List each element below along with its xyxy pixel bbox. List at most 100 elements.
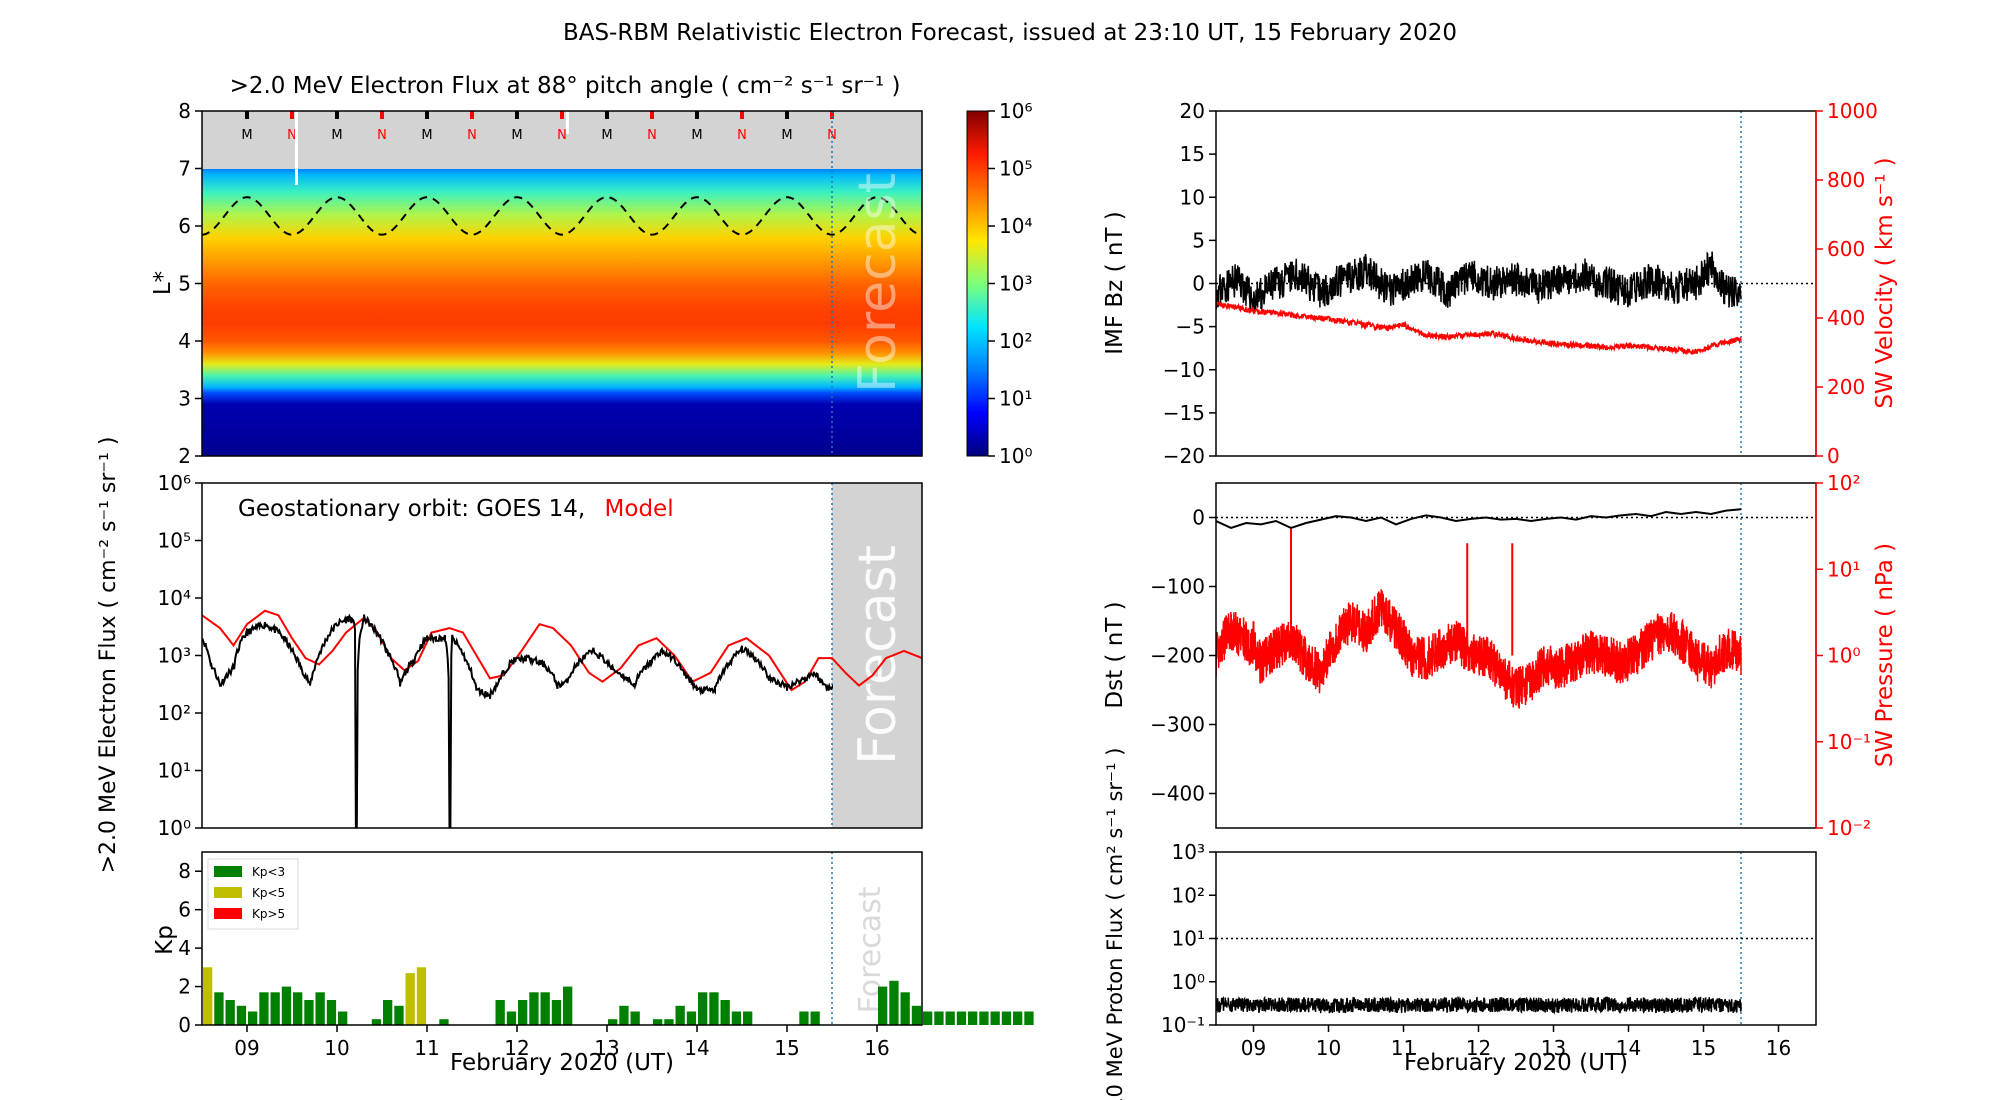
y-tick-label: 10² (1172, 883, 1205, 907)
kp-bar (1013, 1011, 1023, 1025)
kp-bar (326, 1000, 337, 1025)
colorbar (966, 110, 989, 457)
legend-swatch-kpgt5 (214, 908, 242, 919)
y-tick-label: −100 (1150, 575, 1205, 599)
right-y-tick-label: 200 (1827, 375, 1865, 399)
y-tick-label: 10³ (1172, 840, 1205, 864)
local-time-marker: N (287, 128, 297, 143)
y-tick-label: −200 (1150, 644, 1205, 668)
kp-bar (686, 1011, 697, 1025)
kp-bar (956, 1011, 967, 1025)
forecast-watermark: Forecast (848, 173, 908, 393)
local-time-marker: M (421, 128, 432, 143)
proton-panel: 10⁻¹ 10⁰ 10¹ 10² 10³ 09 10 11 12 13 14 15 16 >10 Me… (1103, 748, 1817, 1100)
kp-bar (439, 1019, 449, 1025)
forecast-shade (832, 483, 922, 828)
kp-bar (225, 1000, 235, 1025)
kp-bar (675, 1005, 685, 1025)
kp-bar (923, 1011, 933, 1025)
y-tick-label: −300 (1150, 713, 1205, 737)
x-tick-label: 15 (1691, 1036, 1716, 1060)
kp-bar (1001, 1011, 1012, 1025)
x-tick-label: 16 (1766, 1036, 1791, 1060)
kp-bar (518, 1000, 528, 1025)
kp-bar (1024, 1011, 1034, 1025)
right-y-tick-label: 10⁻¹ (1827, 730, 1871, 754)
legend-swatch-kp5 (214, 887, 242, 898)
kp-bar (911, 1005, 922, 1025)
y-tick-label: 10¹ (158, 759, 191, 783)
plot-frame (201, 851, 923, 1026)
x-tick-label: 15 (774, 1036, 799, 1060)
colorbar-tick-label: 10¹ (999, 387, 1032, 411)
flux-map-title: >2.0 MeV Electron Flux at 88° pitch angl… (230, 73, 901, 99)
legend-label-kp3: Kp<3 (252, 865, 285, 879)
left-xlabel: February 2020 (UT) (450, 1050, 674, 1076)
kp-bar (720, 1000, 730, 1025)
x-tick-label: 13 (1541, 1036, 1566, 1060)
y-tick-label: 10⁶ (158, 471, 191, 495)
flux-map-ylabel: L* (150, 271, 176, 295)
kp-bar (270, 992, 280, 1025)
colorbar-tick-label: 10⁴ (999, 214, 1032, 238)
right-y-tick-label: 800 (1827, 168, 1865, 192)
right-y-tick-label: 600 (1827, 237, 1865, 261)
colorbar-tick-label: 10² (999, 329, 1032, 353)
y-tick-label: 6 (178, 898, 191, 922)
x-tick-label: 10 (1316, 1036, 1341, 1060)
proton-flux-line (1216, 995, 1742, 1015)
right-xlabel: February 2020 (UT) (1404, 1050, 1628, 1076)
x-tick-label: 13 (594, 1036, 619, 1060)
x-tick-label: 10 (324, 1036, 349, 1060)
kp-bar (934, 1011, 944, 1025)
right-y-tick-label: 10² (1827, 471, 1860, 495)
kp-bar (619, 1005, 629, 1025)
local-time-marker: M (511, 128, 522, 143)
sw-pressure-line (1216, 589, 1742, 709)
kp-bar (236, 1005, 247, 1025)
local-time-marker: M (691, 128, 702, 143)
right-y-tick-label: 10¹ (1827, 557, 1860, 581)
no-data-region (202, 111, 922, 169)
local-time-marker: M (241, 128, 252, 143)
x-tick-label: 14 (684, 1036, 709, 1060)
plot-frame (201, 482, 923, 829)
y-tick-label: 8 (178, 99, 191, 123)
kp-bar (338, 1011, 348, 1025)
local-time-marker: N (647, 128, 657, 143)
model-label: Model (605, 496, 674, 522)
kp-legend: Kp<3 Kp<5 Kp>5 (207, 858, 299, 930)
dst-line (1216, 508, 1742, 529)
x-tick-label: 09 (1241, 1036, 1266, 1060)
x-tick-label: 11 (414, 1036, 439, 1060)
kp-bar (394, 1005, 404, 1025)
colorbar-tick-label: 10³ (999, 272, 1032, 296)
y-tick-label: 0 (1192, 272, 1205, 296)
figure-title: BAS-RBM Relativistic Electron Forecast, … (563, 20, 1457, 46)
y-tick-label: −20 (1163, 444, 1205, 468)
kp-bar (416, 967, 427, 1025)
x-tick-label: 09 (234, 1036, 259, 1060)
y-tick-label: 4 (178, 936, 191, 960)
sw-velocity-line (1216, 300, 1742, 356)
kp-bar (248, 1011, 258, 1025)
local-time-marker: N (557, 128, 567, 143)
flux-map-panel: >2.0 MeV Electron Flux at 88° pitch angl… (150, 73, 1032, 468)
kp-bar (979, 1011, 989, 1025)
kp-bar (945, 1011, 955, 1025)
kp-bar (810, 1011, 820, 1025)
flux-map-fill (202, 169, 922, 456)
x-tick-label: 11 (1391, 1036, 1416, 1060)
imf-ylabel: IMF Bz ( nT ) (1102, 211, 1128, 355)
y-tick-label: −10 (1163, 358, 1205, 382)
goes-flux-panel: Forecast Geostationary orbit: GOES 14, M… (96, 437, 923, 873)
kp-bar (551, 1000, 562, 1025)
y-tick-label: 10⁴ (158, 586, 191, 610)
y-tick-label: 10⁻¹ (1161, 1013, 1205, 1037)
y-tick-label: 10 (1180, 185, 1205, 209)
kp-bar (259, 992, 269, 1025)
local-time-marker: M (601, 128, 612, 143)
kp-bar (698, 992, 708, 1025)
